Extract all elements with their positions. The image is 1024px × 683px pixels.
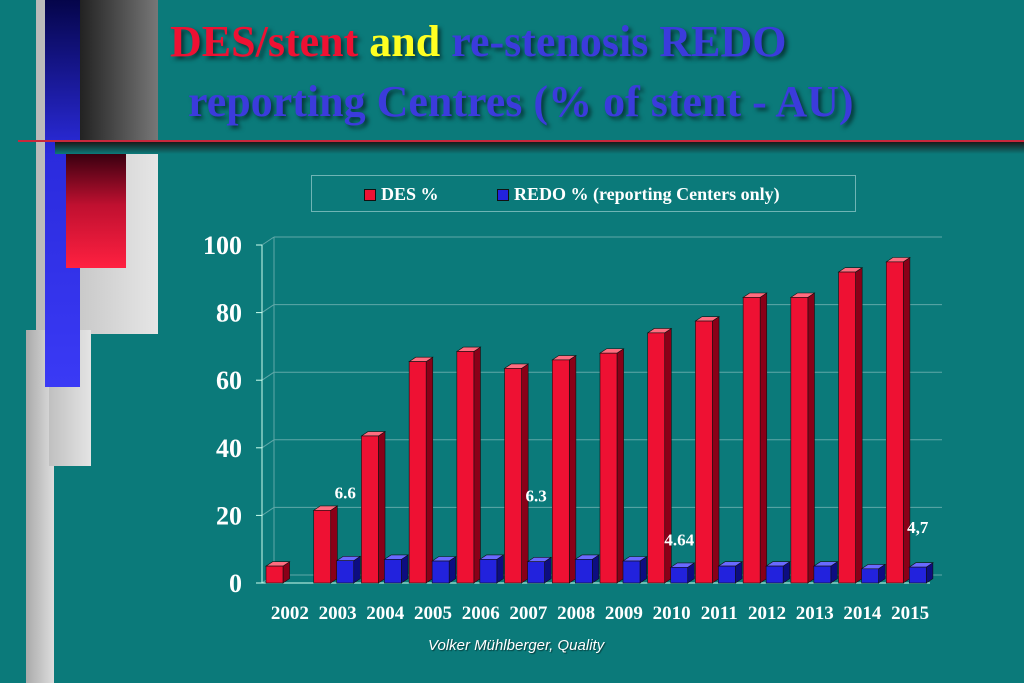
data-label: 6.3 bbox=[525, 487, 546, 506]
bar-des-2007-side bbox=[521, 363, 529, 584]
x-tick-label: 2005 bbox=[414, 603, 452, 624]
title-part-des-stent: DES/stent bbox=[170, 17, 359, 66]
bar-des-2004 bbox=[361, 435, 379, 584]
y-tick-label: 80 bbox=[216, 299, 242, 328]
bar-redo-2008 bbox=[574, 559, 593, 584]
bar-des-2014-side bbox=[855, 267, 863, 584]
bar-des-2005 bbox=[408, 361, 427, 584]
bar-des-2013-side bbox=[807, 292, 815, 584]
legend-item-redo: REDO % (reporting Centers only) bbox=[497, 184, 780, 205]
title-divider-shadow bbox=[55, 142, 1024, 154]
data-label: 4.64 bbox=[664, 530, 694, 549]
bar-des-2014 bbox=[838, 271, 856, 584]
bar-des-2009 bbox=[599, 352, 618, 584]
legend-swatch-redo bbox=[497, 188, 509, 201]
deco-red-block bbox=[66, 154, 126, 268]
gridline-side bbox=[261, 506, 275, 516]
x-tick-label: 2004 bbox=[366, 603, 405, 624]
y-tick-label: 40 bbox=[216, 434, 242, 463]
bar-redo-2014 bbox=[861, 568, 879, 584]
x-tick-label: 2015 bbox=[891, 603, 929, 624]
x-tick-label: 2013 bbox=[796, 603, 834, 624]
bar-des-2009-side bbox=[616, 348, 624, 584]
bar-redo-2003 bbox=[336, 560, 355, 584]
bar-redo-2004 bbox=[384, 559, 402, 584]
bar-des-2003-side bbox=[330, 505, 338, 584]
bar-des-2010 bbox=[647, 332, 666, 584]
bar-redo-2011 bbox=[718, 565, 736, 584]
legend-item-des: DES % bbox=[364, 184, 439, 205]
legend-swatch-des bbox=[364, 188, 376, 201]
bar-redo-2005 bbox=[431, 560, 450, 584]
bar-des-2011-side bbox=[712, 316, 720, 584]
x-tick-label: 2008 bbox=[557, 603, 595, 624]
deco-dark-bar bbox=[80, 0, 158, 140]
legend-label-des: DES % bbox=[381, 184, 439, 204]
bar-redo-2006 bbox=[479, 559, 498, 584]
bar-des-2012-side bbox=[759, 292, 768, 584]
bar-redo-2012 bbox=[765, 565, 784, 584]
bar-redo-2007 bbox=[527, 561, 545, 584]
bar-redo-2006-side bbox=[496, 554, 504, 584]
bar-redo-2013 bbox=[813, 565, 832, 584]
x-tick-label: 2009 bbox=[605, 603, 643, 624]
gridline-side bbox=[261, 439, 275, 449]
bar-des-2003 bbox=[313, 510, 332, 584]
y-tick-label: 100 bbox=[203, 231, 242, 260]
bar-des-2006 bbox=[456, 351, 475, 584]
bar-des-2007 bbox=[504, 368, 522, 584]
slide-title-line-1: DES/stent and re-stenosis REDO bbox=[170, 17, 787, 66]
x-tick-label: 2007 bbox=[509, 603, 548, 624]
bar-des-2006-side bbox=[473, 346, 481, 584]
x-tick-label: 2003 bbox=[319, 603, 357, 624]
bar-redo-2009 bbox=[622, 560, 641, 584]
bar-des-2004-side bbox=[378, 431, 386, 584]
bar-redo-2004-side bbox=[401, 554, 409, 584]
x-tick-label: 2002 bbox=[271, 603, 309, 624]
data-label: 6.6 bbox=[335, 484, 356, 503]
gridline-side bbox=[261, 304, 275, 314]
bar-redo-2010 bbox=[670, 567, 689, 584]
footer-author: Volker Mühlberger, Quality bbox=[428, 637, 605, 654]
y-tick-label: 20 bbox=[216, 501, 242, 530]
x-tick-label: 2012 bbox=[748, 603, 786, 624]
y-tick-label: 0 bbox=[229, 569, 242, 598]
bar-redo-2015 bbox=[908, 566, 927, 584]
bar-des-2012 bbox=[742, 297, 761, 584]
legend-label-redo: REDO % (reporting Centers only) bbox=[514, 184, 780, 204]
chart-legend: DES % REDO % (reporting Centers only) bbox=[311, 175, 856, 212]
gridline-side bbox=[261, 236, 275, 246]
title-part-restenosis-redo: re-stenosis REDO bbox=[451, 17, 787, 66]
bar-des-2013 bbox=[790, 297, 809, 584]
gridline-side bbox=[261, 371, 275, 381]
bar-redo-2008-side bbox=[591, 554, 600, 584]
bar-des-2008 bbox=[551, 359, 570, 584]
bar-des-2011 bbox=[695, 320, 713, 584]
slide-title-line-2: reporting Centres (% of stent - AU) bbox=[188, 77, 854, 126]
title-part-and: and bbox=[369, 17, 441, 66]
bar-des-2008-side bbox=[568, 354, 577, 584]
x-tick-label: 2006 bbox=[462, 603, 500, 624]
bar-des-2005-side bbox=[425, 356, 434, 584]
x-tick-label: 2014 bbox=[843, 603, 882, 624]
x-tick-label: 2010 bbox=[653, 603, 691, 624]
bar-des-2002 bbox=[265, 565, 284, 584]
bar-des-2015 bbox=[885, 261, 904, 584]
data-label: 4,7 bbox=[907, 518, 929, 537]
title-divider bbox=[18, 140, 1024, 142]
y-tick-label: 60 bbox=[216, 366, 242, 395]
x-tick-label: 2011 bbox=[701, 603, 738, 624]
